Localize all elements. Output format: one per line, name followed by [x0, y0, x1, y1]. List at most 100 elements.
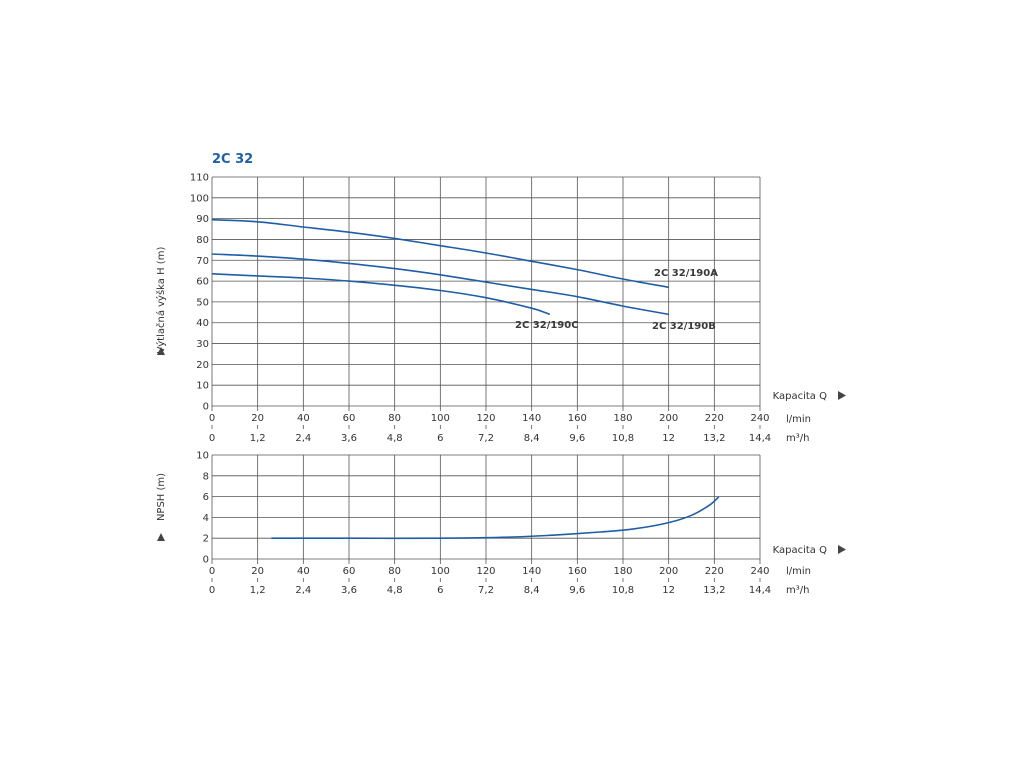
series-label-190c: 2C 32/190C: [515, 320, 579, 331]
npsh-x-tick-label-lmin: 100: [431, 566, 450, 577]
chart-title: 2C 32: [212, 152, 253, 167]
npsh-x-unit-m3h: m³/h: [786, 585, 809, 596]
head-x-tick-label-m3h: 13,2: [703, 433, 725, 444]
head-x-unit-lmin: l/min: [786, 414, 811, 425]
head-y-tick-label: 110: [190, 173, 209, 184]
npsh-x-tick-label-m3h: 2,4: [295, 585, 311, 596]
npsh-x-tick-labels-m3h: 0 1,2 2,4 3,6 4,8 6 7,2 8,4 9,6 10,8 12 13,2 14,4: [209, 585, 771, 596]
npsh-x-tick-label-lmin: 140: [522, 566, 541, 577]
npsh-grid: [211, 454, 761, 582]
head-y-tick-label: 10: [196, 381, 209, 392]
head-x-tick-label-lmin: 220: [705, 413, 724, 424]
npsh-x-tick-label-m3h: 1,2: [250, 585, 266, 596]
npsh-x-tick-label-lmin: 160: [568, 566, 587, 577]
head-y-tick-label: 80: [196, 235, 209, 246]
head-x-tick-label-lmin: 100: [431, 413, 450, 424]
head-x-tick-label-m3h: 7,2: [478, 433, 494, 444]
head-grid: [211, 176, 761, 429]
triangle-up-icon: [157, 347, 165, 355]
head-chart: 0 10 20 30 40 50 60 70 80 90 100 110 0 20 40 60 80 100 12…: [155, 173, 846, 444]
npsh-y-tick-labels: 0 2 4 6 8 10: [196, 451, 209, 566]
npsh-x-tick-label-m3h: 8,4: [524, 585, 540, 596]
head-series-line-0: [211, 218, 669, 289]
head-x-tick-label-m3h: 10,8: [612, 433, 634, 444]
npsh-y-tick-label: 4: [203, 513, 209, 524]
head-x-tick-label-lmin: 80: [388, 413, 401, 424]
npsh-x-tick-label-m3h: 6: [437, 585, 443, 596]
head-x-tick-label-m3h: 8,4: [524, 433, 540, 444]
npsh-x-tick-label-m3h: 7,2: [478, 585, 494, 596]
npsh-x-tick-label-m3h: 10,8: [612, 585, 634, 596]
npsh-y-tick-label: 0: [203, 555, 209, 566]
head-series-line-2: [211, 273, 551, 316]
npsh-x-tick-label-lmin: 0: [209, 566, 215, 577]
head-y-tick-label: 0: [203, 402, 209, 413]
npsh-x-tick-label-lmin: 200: [659, 566, 678, 577]
npsh-x-tick-label-lmin: 240: [750, 566, 769, 577]
head-x-tick-label-m3h: 0: [209, 433, 215, 444]
npsh-x-tick-labels-lmin: 0 20 40 60 80 100 120 140 160 180 200 220 240: [209, 566, 770, 577]
head-x-tick-label-lmin: 160: [568, 413, 587, 424]
head-x-unit-m3h: m³/h: [786, 433, 809, 444]
npsh-x-tick-label-lmin: 80: [388, 566, 401, 577]
head-x-tick-label-lmin: 40: [297, 413, 310, 424]
head-y-axis-label: Výtlačná výška H (m): [155, 247, 167, 354]
npsh-x-tick-label-lmin: 40: [297, 566, 310, 577]
head-x-tick-label-m3h: 9,6: [569, 433, 585, 444]
npsh-y-tick-label: 10: [196, 451, 209, 462]
head-x-tick-label-lmin: 120: [476, 413, 495, 424]
npsh-x-tick-label-m3h: 13,2: [703, 585, 725, 596]
npsh-series-line-0: [271, 496, 720, 540]
npsh-x-tick-label-lmin: 60: [343, 566, 356, 577]
npsh-x-axis-label: Kapacita Q: [773, 545, 827, 556]
head-x-tick-label-lmin: 20: [251, 413, 264, 424]
head-x-tick-label-m3h: 14,4: [749, 433, 771, 444]
npsh-y-tick-label: 6: [203, 492, 209, 503]
head-x-tick-label-m3h: 1,2: [250, 433, 266, 444]
head-x-tick-label-lmin: 0: [209, 413, 215, 424]
head-x-tick-label-m3h: 4,8: [387, 433, 403, 444]
head-x-tick-label-m3h: 2,4: [295, 433, 311, 444]
npsh-x-tick-label-m3h: 12: [662, 585, 675, 596]
triangle-up-icon: [157, 533, 165, 541]
head-y-tick-label: 100: [190, 193, 209, 204]
head-y-tick-labels: 0 10 20 30 40 50 60 70 80 90 100 110: [190, 173, 209, 413]
npsh-x-unit-lmin: l/min: [786, 566, 811, 577]
head-y-tick-label: 60: [196, 277, 209, 288]
head-y-tick-label: 90: [196, 214, 209, 225]
head-x-tick-label-m3h: 12: [662, 433, 675, 444]
npsh-y-tick-label: 8: [203, 471, 209, 482]
npsh-x-tick-label-m3h: 0: [209, 585, 215, 596]
head-x-tick-label-lmin: 200: [659, 413, 678, 424]
head-y-tick-label: 20: [196, 360, 209, 371]
head-series-line-1: [211, 253, 669, 316]
npsh-x-tick-label-m3h: 4,8: [387, 585, 403, 596]
head-series: [211, 218, 669, 316]
npsh-y-axis-label: NPSH (m): [156, 473, 167, 521]
triangle-right-icon: [838, 545, 846, 554]
head-y-tick-label: 70: [196, 256, 209, 267]
head-x-tick-label-lmin: 180: [613, 413, 632, 424]
head-y-tick-label: 30: [196, 339, 209, 350]
series-label-190b: 2C 32/190B: [652, 321, 716, 332]
head-x-axis-label: Kapacita Q: [773, 391, 827, 402]
head-x-tick-labels-lmin: 0 20 40 60 80 100 120 140 160 180 200 220 240: [209, 413, 770, 424]
npsh-x-tick-label-lmin: 220: [705, 566, 724, 577]
triangle-right-icon: [838, 391, 846, 400]
npsh-x-tick-label-m3h: 9,6: [569, 585, 585, 596]
npsh-series: [271, 496, 720, 540]
series-label-190a: 2C 32/190A: [654, 268, 718, 279]
npsh-x-tick-label-m3h: 3,6: [341, 585, 357, 596]
npsh-x-tick-label-lmin: 20: [251, 566, 264, 577]
head-y-tick-label: 40: [196, 318, 209, 329]
head-x-tick-label-lmin: 140: [522, 413, 541, 424]
npsh-x-tick-label-m3h: 14,4: [749, 585, 771, 596]
npsh-y-tick-label: 2: [203, 534, 209, 545]
head-x-tick-label-lmin: 60: [343, 413, 356, 424]
head-x-tick-label-lmin: 240: [750, 413, 769, 424]
head-x-tick-label-m3h: 3,6: [341, 433, 357, 444]
npsh-x-tick-label-lmin: 180: [613, 566, 632, 577]
head-y-tick-label: 50: [196, 297, 209, 308]
